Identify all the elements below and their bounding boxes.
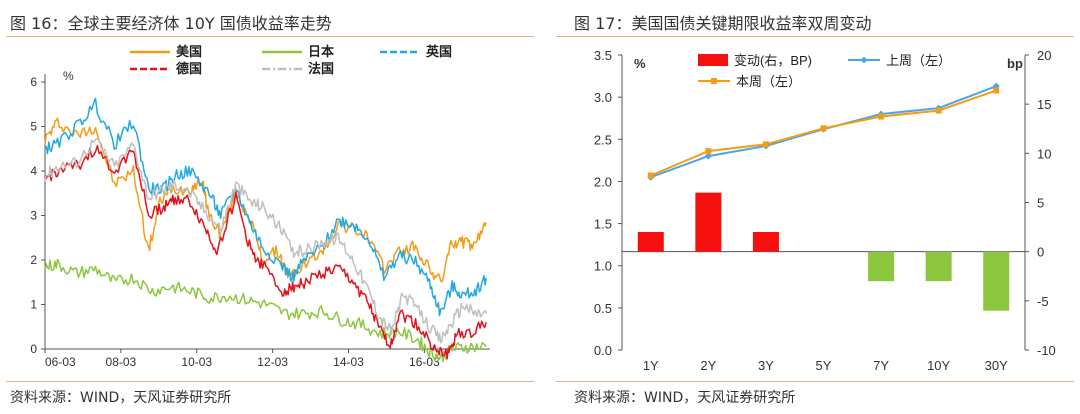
change-bar [695,192,722,252]
right-axis-unit: bp [1007,56,1023,71]
legend-label: 变动(右，BP) [734,53,812,68]
legend-swatch [698,54,728,66]
x-tick-label: 06-03 [45,355,76,369]
left-y-tick-label: 1.5 [594,217,612,232]
change-bar [983,251,1010,311]
left-y-tick-label: 0.0 [594,343,612,358]
left-y-tick-label: 2.0 [594,174,612,189]
y-tick-label: 0 [30,342,37,356]
x-tick-label: 08-03 [106,355,137,369]
right-y-tick-label: 15 [1037,97,1051,112]
right-y-tick-label: -10 [1037,343,1056,358]
yield-marker [647,172,654,179]
series-line-2 [44,258,487,363]
x-tick-label: 16-03 [409,355,440,369]
title-divider [556,36,1074,37]
legend-marker [860,56,868,64]
yield-marker [935,107,942,114]
x-tick-label: 3Y [758,358,774,373]
series-line-3 [44,97,487,317]
legend-label: 上周（左） [886,53,951,68]
source-divider [556,381,1074,382]
right-chart-title: 图 17：美国国债关键期限收益率双周变动 [574,14,872,33]
legend-label: 美国 [176,44,202,59]
left-y-tick-label: 1.0 [594,259,612,274]
x-tick-label: 5Y [816,358,832,373]
left-y-tick-label: 0.5 [594,301,612,316]
x-tick-label: 1Y [643,358,659,373]
left-chart-source: 资料来源：WIND，天风证券研究所 [10,390,232,406]
source-divider [6,381,534,382]
yield-marker [820,125,827,132]
y-tick-label: 2 [30,253,37,267]
yield-marker [993,87,1000,94]
right-y-tick-label: 10 [1037,146,1051,161]
left-y-tick-label: 2.5 [594,132,612,147]
series-line-1 [44,117,487,283]
yield-marker [704,152,712,160]
legend-label: 日本 [308,44,334,59]
series-line-5 [44,138,487,344]
x-tick-label: 10Y [927,358,950,373]
y-tick-label: 5 [30,120,37,134]
yield-marker [878,113,885,120]
yield-line-2 [650,89,997,177]
left-y-tick-label: 3.0 [594,90,612,105]
yield-marker [762,141,769,148]
right-chart-source: 资料来源：WIND，天风证券研究所 [574,390,796,406]
right-y-tick-label: -5 [1037,294,1049,309]
change-bar [868,251,895,282]
y-axis-unit: % [63,69,74,83]
x-tick-label: 14-03 [333,355,364,369]
global-10y-yield-chart: 0 1 2 3 4 5 6 % 06-03 08-03 10-03 12-03 14-03 16-03 美国… [30,44,490,369]
x-tick-label: 7Y [873,358,889,373]
series-line-4 [44,144,487,360]
change-bar [925,251,952,282]
x-tick-label: 12-03 [257,355,288,369]
legend-label: 本周（左） [736,74,801,89]
y-tick-label: 3 [30,209,37,223]
right-panel: 图 17：美国国债关键期限收益率双周变动 0.0 0.5 1.0 1.5 2.0 2.5 3… [550,0,1080,414]
x-tick-label: 10-03 [181,355,212,369]
left-axis-unit: % [634,56,646,71]
x-tick-label: 2Y [700,358,716,373]
legend-label: 法国 [308,61,334,76]
x-tick-label: 30Y [985,358,1008,373]
right-y-tick-label: 20 [1037,48,1051,63]
us-treasury-yield-change-chart: 0.0 0.5 1.0 1.5 2.0 2.5 3.0 3.5 -10 -5 0 5 10 15 20% bp… [594,48,1056,373]
right-y-tick-label: 5 [1037,196,1044,211]
title-divider [6,36,534,37]
yield-marker [705,148,712,155]
change-bar [637,232,664,252]
right-y-tick-label: 0 [1037,245,1044,260]
y-tick-label: 6 [30,75,37,89]
legend-marker [711,78,717,84]
y-tick-label: 4 [30,164,37,178]
legend-label: 德国 [176,61,202,76]
left-chart-title: 图 16：全球主要经济体 10Y 国债收益率走势 [10,14,332,33]
legend-label: 英国 [425,44,452,59]
left-panel: 图 16：全球主要经济体 10Y 国债收益率走势 0 1 2 3 4 5 6% 06-03 08… [6,14,534,406]
left-y-tick-label: 3.5 [594,48,612,63]
change-bar [752,232,779,252]
y-tick-label: 1 [30,298,37,312]
